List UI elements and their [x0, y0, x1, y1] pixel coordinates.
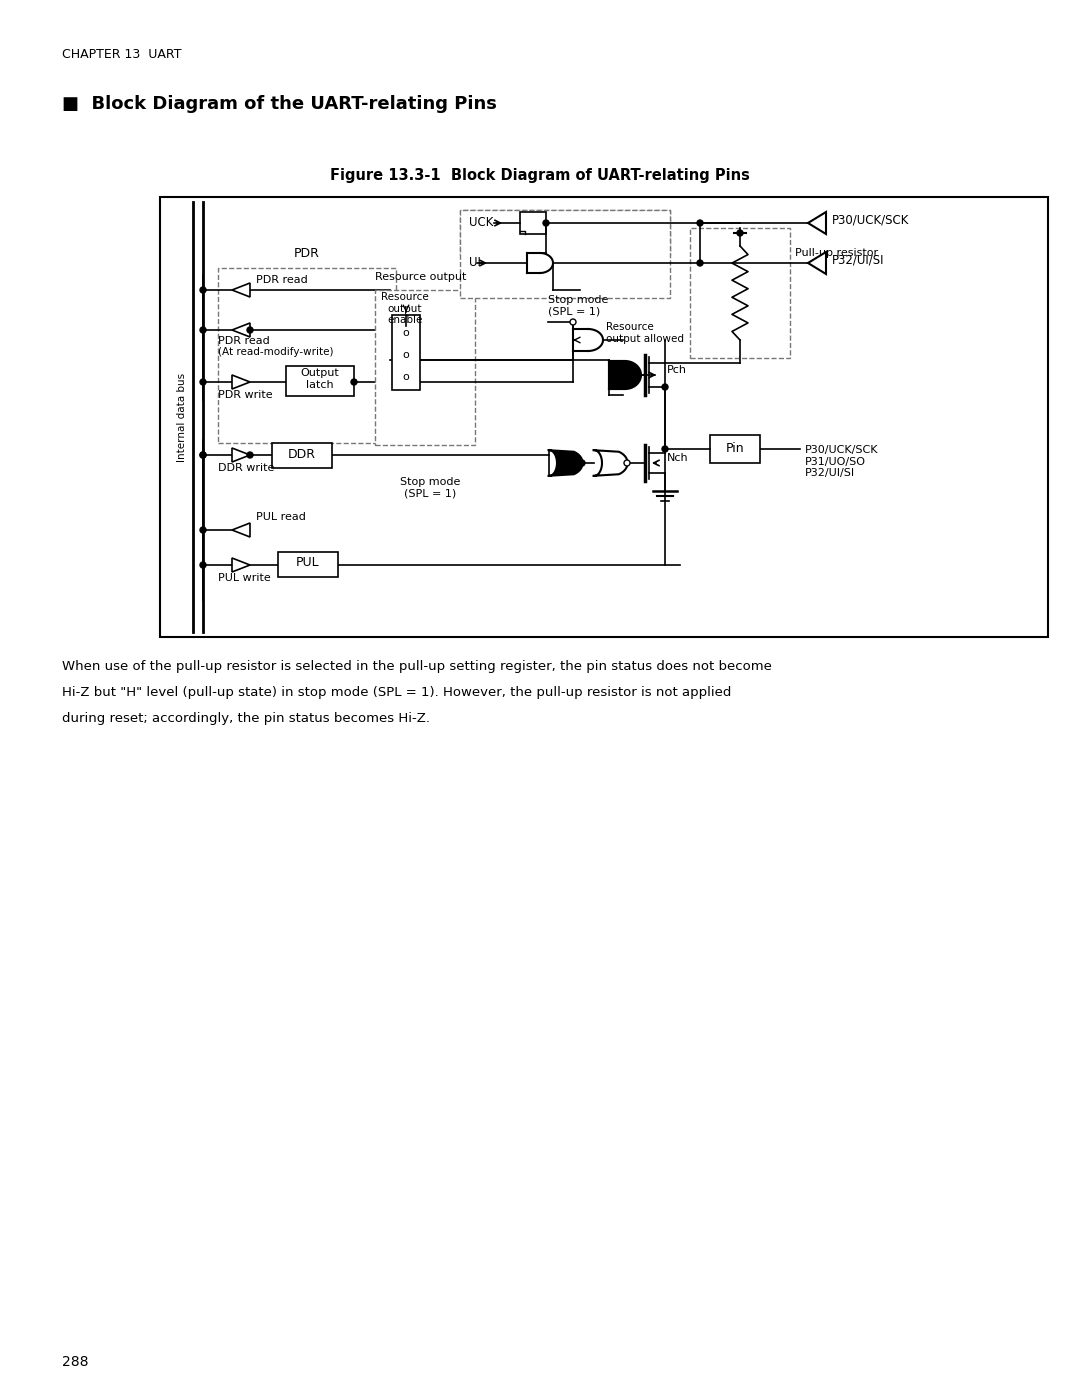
Text: Pin: Pin	[726, 441, 744, 454]
Text: P30/UCK/SCK: P30/UCK/SCK	[832, 214, 909, 226]
Polygon shape	[232, 323, 249, 337]
Bar	[460, 210, 670, 298]
Circle shape	[624, 460, 630, 467]
Circle shape	[200, 327, 206, 332]
Polygon shape	[232, 448, 249, 462]
Text: CHAPTER 13  UART: CHAPTER 13 UART	[62, 47, 181, 61]
Circle shape	[200, 453, 206, 458]
Circle shape	[737, 231, 743, 236]
Text: Pull-up resistor: Pull-up resistor	[795, 249, 878, 258]
Bar	[392, 314, 420, 390]
Circle shape	[200, 379, 206, 386]
Polygon shape	[808, 212, 826, 235]
Circle shape	[351, 379, 357, 386]
Text: UCK: UCK	[469, 215, 494, 229]
Text: Output
latch: Output latch	[300, 369, 339, 390]
Text: Stop mode
(SPL = 1): Stop mode (SPL = 1)	[548, 295, 608, 317]
Text: When use of the pull-up resistor is selected in the pull-up setting register, th: When use of the pull-up resistor is sele…	[62, 659, 772, 673]
Circle shape	[200, 286, 206, 293]
Polygon shape	[232, 557, 249, 571]
Polygon shape	[232, 284, 249, 298]
Circle shape	[200, 453, 206, 458]
Bar	[460, 210, 670, 256]
Text: PDR read: PDR read	[218, 337, 270, 346]
Text: Resource
output
enable: Resource output enable	[381, 292, 429, 326]
Text: PUL read: PUL read	[256, 511, 306, 522]
Text: DDR: DDR	[288, 447, 316, 461]
Circle shape	[697, 260, 703, 265]
Polygon shape	[232, 522, 249, 536]
Text: Figure 13.3-1  Block Diagram of UART-relating Pins: Figure 13.3-1 Block Diagram of UART-rela…	[330, 168, 750, 183]
Bar	[519, 212, 546, 235]
Bar	[710, 434, 760, 462]
Bar	[272, 443, 332, 468]
Text: (At read-modify-write): (At read-modify-write)	[218, 346, 334, 358]
Text: 288: 288	[62, 1355, 89, 1369]
Text: PDR: PDR	[294, 247, 320, 260]
Text: o: o	[403, 372, 409, 381]
Circle shape	[543, 219, 549, 226]
Polygon shape	[548, 450, 582, 476]
Text: Nch: Nch	[667, 453, 689, 462]
Text: Stop mode
(SPL = 1): Stop mode (SPL = 1)	[400, 476, 460, 499]
Circle shape	[579, 460, 585, 467]
Bar	[286, 366, 354, 395]
Bar	[278, 552, 338, 577]
Polygon shape	[609, 360, 642, 388]
Text: o: o	[403, 351, 409, 360]
Bar	[218, 268, 396, 443]
Text: during reset; accordingly, the pin status becomes Hi-Z.: during reset; accordingly, the pin statu…	[62, 712, 430, 725]
Bar	[160, 197, 1048, 637]
Text: o: o	[403, 328, 409, 338]
Text: Hi-Z but "H" level (pull-up state) in stop mode (SPL = 1). However, the pull-up : Hi-Z but "H" level (pull-up state) in st…	[62, 686, 731, 698]
Circle shape	[247, 327, 253, 332]
Bar	[690, 228, 789, 358]
Circle shape	[662, 446, 669, 453]
Text: PUL: PUL	[296, 556, 320, 570]
Text: P32/UI/SI: P32/UI/SI	[832, 253, 885, 267]
Bar	[375, 291, 475, 446]
Circle shape	[697, 219, 703, 226]
Text: UI: UI	[469, 257, 481, 270]
Text: ■  Block Diagram of the UART-relating Pins: ■ Block Diagram of the UART-relating Pin…	[62, 95, 497, 113]
Circle shape	[200, 562, 206, 569]
Text: PDR write: PDR write	[218, 390, 272, 400]
Text: P30/UCK/SCK
P31/UO/SO
P32/UI/SI: P30/UCK/SCK P31/UO/SO P32/UI/SI	[805, 446, 878, 478]
Text: PUL write: PUL write	[218, 573, 271, 583]
Text: PDR read: PDR read	[256, 275, 308, 285]
Polygon shape	[232, 374, 249, 388]
Text: Internal data bus: Internal data bus	[177, 373, 187, 461]
Polygon shape	[808, 251, 826, 274]
Circle shape	[570, 319, 576, 326]
Text: Resource output: Resource output	[375, 272, 467, 282]
Polygon shape	[593, 450, 627, 476]
Text: Pch: Pch	[667, 365, 687, 374]
Circle shape	[200, 527, 206, 534]
Text: DDR write: DDR write	[218, 462, 274, 474]
Circle shape	[247, 453, 253, 458]
Circle shape	[662, 384, 669, 390]
Text: Resource
output allowed: Resource output allowed	[606, 321, 684, 344]
